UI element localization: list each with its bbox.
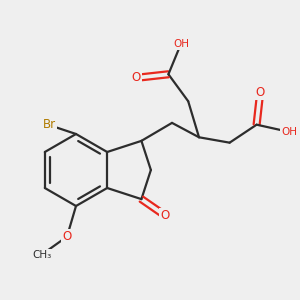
Text: O: O (256, 86, 265, 99)
Text: O: O (131, 71, 141, 84)
Text: CH₃: CH₃ (32, 250, 51, 260)
Text: O: O (160, 209, 170, 222)
Text: Br: Br (42, 118, 56, 131)
Text: O: O (62, 230, 72, 243)
Text: OH: OH (281, 127, 297, 137)
Text: OH: OH (173, 39, 189, 49)
